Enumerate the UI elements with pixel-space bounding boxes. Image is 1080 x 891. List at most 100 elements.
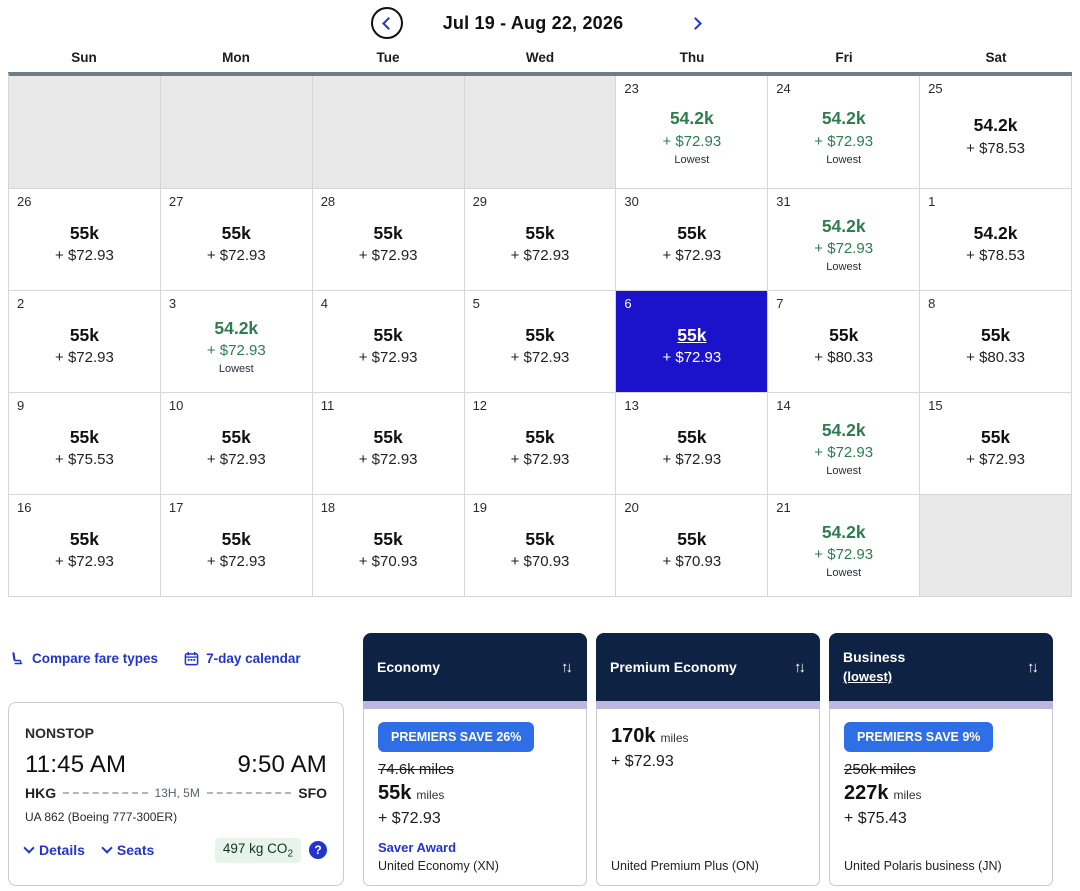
business-lowest-note[interactable]: (lowest) [843, 669, 893, 684]
economy-title: Economy [377, 658, 441, 675]
chevron-down-icon [101, 842, 113, 855]
calendar-day-12[interactable]: 12 55k + $72.93 [464, 393, 617, 495]
miles-price: 55k [525, 324, 555, 345]
cell-price-block: 55k + $70.93 [473, 509, 608, 591]
miles-price: 55k [980, 324, 1011, 345]
miles-price: 55k [373, 426, 403, 447]
calendar-day-5[interactable]: 5 55k + $72.93 [464, 291, 617, 393]
cell-price-block: 54.2k + $78.53 [928, 203, 1063, 285]
economy-header: Economy ↑↓ [363, 633, 587, 701]
calendar-day-29[interactable]: 29 55k + $72.93 [464, 189, 617, 291]
calendar-day-4[interactable]: 4 55k + $72.93 [312, 291, 465, 393]
calendar-day-3[interactable]: 3 54.2k + $72.93 Lowest [160, 291, 313, 393]
cell-price-block: 55k + $72.93 [321, 407, 456, 489]
sort-icon[interactable]: ↑↓ [561, 658, 573, 676]
calendar-day-28[interactable]: 28 55k + $72.93 [312, 189, 465, 291]
miles-price: 55k [980, 426, 1011, 447]
day-number: 16 [17, 500, 32, 515]
day-of-week-row: Sun Mon Tue Wed Thu Fri Sat [8, 46, 1072, 72]
calendar-day-16[interactable]: 16 55k + $72.93 [9, 495, 161, 597]
miles-price: 54.2k [973, 115, 1018, 136]
day-number: 10 [168, 398, 184, 413]
details-toggle[interactable]: Details [23, 842, 85, 859]
calendar-day-2[interactable]: 2 55k + $72.93 [9, 291, 161, 393]
taxes-fees: + $72.93 [55, 247, 114, 265]
miles-price: 55k [221, 222, 251, 243]
calendar-empty-cell [160, 76, 313, 189]
calendar-day-25[interactable]: 25 54.2k + $78.53 [920, 76, 1072, 189]
help-icon[interactable]: ? [309, 841, 327, 860]
previous-month-button[interactable] [370, 7, 403, 39]
taxes-fees: + $72.93 [206, 451, 266, 469]
miles-price: 55k [677, 528, 707, 549]
calendar-day-26[interactable]: 26 55k + $72.93 [9, 189, 161, 291]
calendar-nav-header: Jul 19 - Aug 22, 2026 [0, 0, 1080, 46]
taxes-fees: + $78.53 [966, 247, 1025, 265]
cell-price-block: 55k + $72.93 [17, 305, 152, 387]
cabin-color-strip [829, 701, 1053, 709]
calendar-day-9[interactable]: 9 55k + $75.53 [9, 393, 161, 495]
economy-body: PREMIERS SAVE 26% 74.6k miles 55k miles … [363, 709, 587, 886]
taxes-fees: + $72.93 [358, 247, 418, 265]
cell-price-block: 54.2k + $72.93 Lowest [776, 407, 911, 489]
flight-number-equipment: UA 862 (Boeing 777-300ER) [25, 810, 178, 824]
flight-card: NONSTOP 11:45 AM 9:50 AM HKG 13H, 5M SFO… [8, 702, 344, 886]
sort-icon[interactable]: ↑↓ [794, 658, 806, 676]
sort-icon[interactable]: ↑↓ [1027, 658, 1039, 676]
cell-price-block: 54.2k + $78.53 [928, 90, 1063, 183]
original-miles-price: 74.6k miles [378, 761, 454, 778]
cell-price-block: 55k + $72.93 [169, 407, 304, 489]
miles-price: 55k [829, 324, 859, 345]
day-number: 28 [320, 194, 336, 209]
cell-price-block: 55k + $80.33 [776, 305, 911, 387]
cabin-color-strip [596, 701, 820, 709]
calendar-day-23[interactable]: 23 54.2k + $72.93 Lowest [616, 76, 769, 189]
taxes-fees: + $72.93 [662, 247, 722, 265]
calendar-day-20[interactable]: 20 55k + $70.93 [616, 495, 769, 597]
premium-economy-header: Premium Economy ↑↓ [596, 633, 820, 701]
calendar-day-10[interactable]: 10 55k + $72.93 [160, 393, 313, 495]
cell-price-block: 55k + $72.93 [321, 203, 456, 285]
miles-price: 55k [221, 528, 251, 549]
day-number: 1 [928, 194, 936, 209]
calendar-day-14[interactable]: 14 54.2k + $72.93 Lowest [768, 393, 921, 495]
calendar-day-31[interactable]: 31 54.2k + $72.93 Lowest [768, 189, 921, 291]
seats-toggle[interactable]: Seats [101, 842, 154, 858]
cell-price-block: 54.2k + $72.93 Lowest [776, 509, 911, 591]
calendar-day-18[interactable]: 18 55k + $70.93 [312, 495, 465, 597]
lowest-tag: Lowest [826, 261, 862, 274]
day-number: 7 [776, 296, 784, 311]
calendar-day-15[interactable]: 15 55k + $72.93 [920, 393, 1072, 495]
miles-price: 55k [525, 528, 555, 549]
lowest-tag: Lowest [218, 363, 254, 376]
miles-price: 55k [525, 426, 555, 447]
day-number: 25 [928, 81, 943, 96]
saver-award-link[interactable]: Saver Award [378, 840, 457, 855]
taxes-fees: + $72.93 [814, 444, 874, 462]
calendar-day-6[interactable]: 6 55k + $72.93 [616, 291, 769, 393]
calendar-day-1[interactable]: 1 54.2k + $78.53 [920, 189, 1072, 291]
route-dash-left [63, 792, 148, 794]
day-number: 29 [472, 194, 488, 209]
calendar-day-27[interactable]: 27 55k + $72.93 [160, 189, 313, 291]
fare-card-economy: Economy ↑↓ PREMIERS SAVE 26% 74.6k miles… [363, 633, 587, 886]
calendar-day-7[interactable]: 7 55k + $80.33 [768, 291, 921, 393]
calendar-day-30[interactable]: 30 55k + $72.93 [616, 189, 769, 291]
fare-card-business: Business (lowest) ↑↓ PREMIERS SAVE 9% 25… [829, 633, 1053, 886]
details-label: Details [39, 842, 85, 859]
calendar-day-11[interactable]: 11 55k + $72.93 [312, 393, 465, 495]
next-month-button[interactable] [685, 10, 709, 37]
calendar-day-19[interactable]: 19 55k + $70.93 [464, 495, 617, 597]
seven-day-calendar-link[interactable]: 7-day calendar [184, 651, 301, 666]
calendar-day-21[interactable]: 21 54.2k + $72.93 Lowest [768, 495, 921, 597]
nonstop-label: NONSTOP [25, 725, 94, 741]
calendar-day-24[interactable]: 24 54.2k + $72.93 Lowest [768, 76, 921, 189]
calendar-day-17[interactable]: 17 55k + $72.93 [160, 495, 313, 597]
calendar-day-8[interactable]: 8 55k + $80.33 [920, 291, 1072, 393]
calendar-day-13[interactable]: 13 55k + $72.93 [616, 393, 769, 495]
day-number: 6 [624, 296, 632, 311]
flight-results-section: Compare fare types 7-day calendar [8, 633, 1072, 886]
toolbar-links: Compare fare types 7-day calendar [10, 647, 344, 669]
taxes-fees: + $72.93 [814, 546, 874, 564]
compare-fare-types-link[interactable]: Compare fare types [10, 651, 158, 666]
